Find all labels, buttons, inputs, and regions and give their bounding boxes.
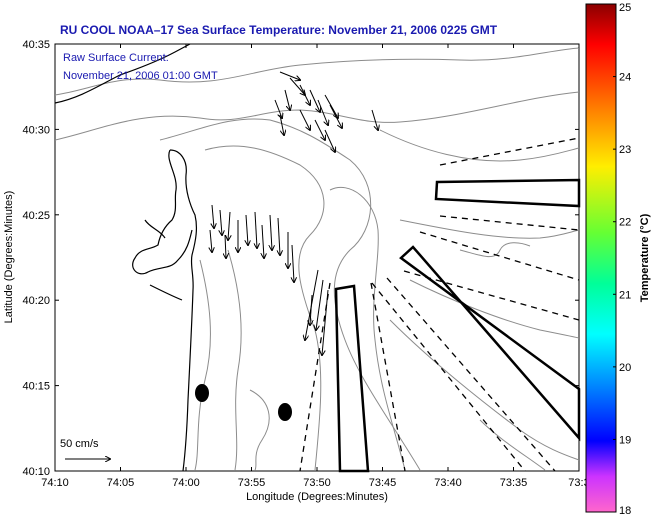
- y-tick-label: 40:30: [22, 124, 50, 136]
- x-axis-ticks: 74:10 74:05 74:00 73:55 73:50 73:45 73:40 73:35…: [41, 44, 590, 489]
- colorbar-tick-label: 24: [619, 72, 631, 84]
- current-note-line2: November 21, 2006 01:00 GMT: [63, 70, 218, 82]
- current-note-line1: Raw Surface Current:: [63, 52, 169, 64]
- temperature-colorbar: [585, 3, 617, 513]
- colorbar-tick-label: 20: [619, 362, 631, 374]
- x-tick-label: 73:40: [434, 477, 462, 489]
- plot-content: Raw Surface Current: November 21, 2006 0…: [54, 43, 581, 473]
- colorbar-tick-label: 25: [619, 2, 631, 14]
- x-tick-label: 73:3: [568, 477, 589, 489]
- y-tick-label: 40:25: [22, 210, 50, 222]
- hf-radar-sectors: [334, 178, 581, 473]
- x-tick-label: 74:05: [107, 477, 135, 489]
- colorbar-ticks: 25 24 23 22 21 20 19 18: [613, 2, 631, 517]
- y-axis-ticks: 40:35 40:30 40:25 40:20 40:15 40:10: [22, 39, 579, 478]
- x-tick-label: 73:55: [238, 477, 266, 489]
- scale-bar-label: 50 cm/s: [60, 438, 99, 450]
- colorbar-label: Temperature (°C): [639, 213, 651, 302]
- bathymetry-contours: [54, 47, 580, 471]
- station-marker-2: [278, 403, 292, 421]
- x-tick-label: 73:35: [500, 477, 528, 489]
- station-marker-1: [195, 384, 209, 402]
- x-tick-label: 73:50: [303, 477, 331, 489]
- y-tick-label: 40:10: [22, 466, 50, 478]
- plot-frame: [54, 43, 580, 472]
- coastline: [54, 43, 198, 472]
- colorbar-tick-label: 19: [619, 434, 631, 446]
- y-tick-label: 40:20: [22, 295, 50, 307]
- x-tick-label: 74:10: [41, 477, 69, 489]
- colorbar-tick-label: 21: [619, 289, 631, 301]
- colorbar-tick-label: 23: [619, 144, 631, 156]
- colorbar-tick-label: 18: [619, 505, 631, 517]
- y-axis-label: Latitude (Degrees:Minutes): [3, 191, 15, 324]
- x-tick-label: 73:45: [369, 477, 397, 489]
- y-tick-label: 40:35: [22, 39, 50, 51]
- x-axis-label: Longitude (Degrees:Minutes): [246, 491, 388, 503]
- x-tick-label: 74:00: [172, 477, 200, 489]
- figure-title: RU COOL NOAA–17 Sea Surface Temperature:…: [60, 23, 498, 37]
- y-tick-label: 40:15: [22, 381, 50, 393]
- surface-current-vectors: [210, 71, 378, 355]
- radar-range-lines: [299, 137, 580, 472]
- colorbar-tick-label: 22: [619, 217, 631, 229]
